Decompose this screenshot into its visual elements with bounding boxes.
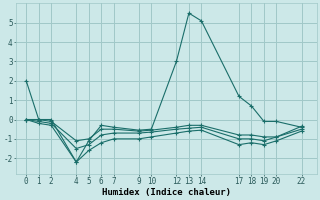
- X-axis label: Humidex (Indice chaleur): Humidex (Indice chaleur): [102, 188, 231, 197]
